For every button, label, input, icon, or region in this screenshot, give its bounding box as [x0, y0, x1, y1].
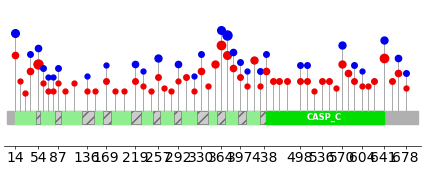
Bar	[160, 111, 174, 124]
Bar	[208, 111, 217, 124]
Text: CASP_C: CASP_C	[307, 113, 342, 122]
Bar	[246, 111, 260, 124]
Bar	[111, 111, 132, 124]
Bar	[265, 111, 384, 124]
Bar	[55, 111, 61, 124]
Bar	[181, 111, 197, 124]
Bar	[36, 111, 40, 124]
Bar	[174, 111, 181, 124]
Bar	[82, 111, 94, 124]
Bar	[103, 111, 111, 124]
Bar	[40, 111, 55, 124]
Bar	[15, 111, 36, 124]
Bar	[94, 111, 103, 124]
Bar	[132, 111, 141, 124]
Bar	[141, 111, 153, 124]
Bar	[260, 111, 265, 124]
Bar	[225, 111, 238, 124]
Bar	[238, 111, 246, 124]
Bar	[7, 111, 418, 124]
Bar	[217, 111, 225, 124]
Bar	[153, 111, 160, 124]
Bar	[61, 111, 82, 124]
Bar	[197, 111, 208, 124]
